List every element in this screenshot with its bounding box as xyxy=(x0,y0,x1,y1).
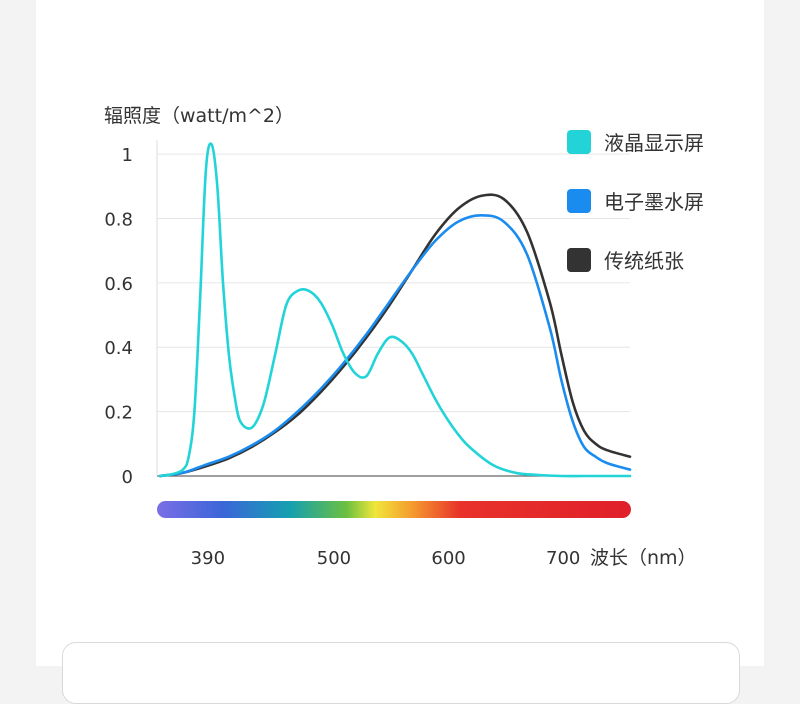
x-tick-label: 500 xyxy=(317,548,351,569)
x-axis-label: 波长（nm） xyxy=(590,547,697,569)
spectrum-bar xyxy=(157,501,631,518)
x-tick-labels: 390 500 600 700 xyxy=(191,548,581,569)
series-line-0 xyxy=(158,142,632,478)
x-tick-label: 390 xyxy=(191,548,225,569)
legend-label-2: 传统纸张 xyxy=(604,249,684,273)
legend-label-0: 液晶显示屏 xyxy=(604,131,704,155)
y-axis-label: 辐照度（watt/m^2） xyxy=(104,105,294,127)
legend-swatch-2 xyxy=(567,248,591,272)
spectrum-chart: 辐照度（watt/m^2） 0 0.2 0.4 0.6 0.8 1 390 500 600 70… xyxy=(104,105,704,569)
legend-swatch-1 xyxy=(567,189,591,213)
y-tick-label: 0.2 xyxy=(104,403,133,424)
y-tick-label: 0 xyxy=(122,467,133,488)
y-tick-label: 0.4 xyxy=(104,338,133,359)
y-tick-label: 0.8 xyxy=(104,209,133,230)
series-lines xyxy=(158,142,632,478)
legend-label-1: 电子墨水屏 xyxy=(604,190,704,214)
x-tick-label: 600 xyxy=(431,548,465,569)
y-tick-labels: 0 0.2 0.4 0.6 0.8 1 xyxy=(104,145,133,488)
y-tick-label: 1 xyxy=(122,145,133,166)
y-tick-label: 0.6 xyxy=(104,274,133,295)
series-line-2 xyxy=(158,193,632,478)
grid-lines xyxy=(157,153,630,413)
series-line-1 xyxy=(158,214,632,478)
legend-swatch-0 xyxy=(567,130,591,154)
x-tick-label: 700 xyxy=(546,548,580,569)
